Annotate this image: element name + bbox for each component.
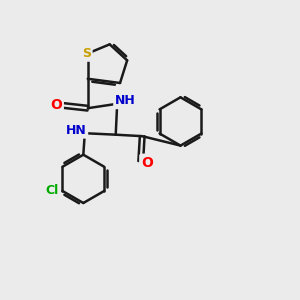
Text: Cl: Cl (46, 184, 59, 197)
Text: O: O (141, 156, 153, 170)
Text: S: S (82, 47, 91, 60)
Text: NH: NH (115, 94, 136, 107)
Text: O: O (50, 98, 62, 112)
Text: HN: HN (66, 124, 86, 137)
